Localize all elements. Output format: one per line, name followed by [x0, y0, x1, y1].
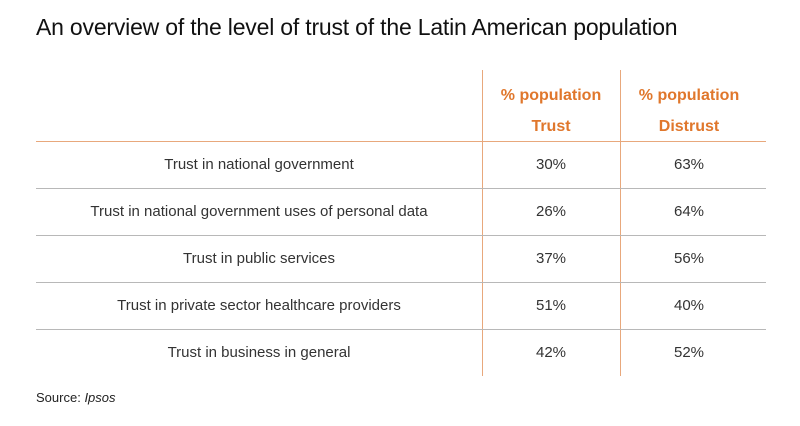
table-row: Trust in national government uses of per…: [36, 189, 766, 236]
row-label: Trust in national government: [164, 156, 354, 173]
header-trust: % population Trust: [482, 80, 620, 142]
source-name: Ipsos: [84, 390, 116, 405]
table-row: Trust in national government 30% 63%: [36, 142, 766, 189]
header-distrust-line2: Distrust: [658, 118, 720, 135]
row-label: Trust in business in general: [167, 344, 351, 361]
row-label: Trust in private sector healthcare provi…: [117, 297, 401, 314]
trust-value: 26%: [535, 203, 567, 220]
header-distrust-line1: % population: [638, 87, 740, 104]
table-row: Trust in private sector healthcare provi…: [36, 283, 766, 330]
source-prefix: Source:: [36, 390, 81, 405]
trust-value: 30%: [535, 156, 567, 173]
trust-value: 37%: [535, 250, 567, 267]
source-note: Source: Ipsos: [36, 390, 116, 405]
header-trust-line2: Trust: [531, 118, 571, 135]
distrust-value: 64%: [673, 203, 705, 220]
distrust-value: 63%: [673, 156, 705, 173]
header-trust-line1: % population: [500, 87, 602, 104]
table-row: Trust in business in general 42% 52%: [36, 330, 766, 376]
column-divider-trust: [482, 70, 483, 376]
row-label: Trust in national government uses of per…: [90, 203, 428, 220]
row-label: Trust in public services: [183, 250, 335, 267]
column-divider-distrust: [620, 70, 621, 376]
table-row: Trust in public services 37% 56%: [36, 236, 766, 283]
table-header: % population Trust % population Distrust: [36, 70, 766, 142]
distrust-value: 52%: [673, 344, 705, 361]
chart-title: An overview of the level of trust of the…: [36, 14, 678, 40]
distrust-value: 40%: [673, 297, 705, 314]
trust-value: 51%: [535, 297, 567, 314]
distrust-value: 56%: [673, 250, 705, 267]
trust-table: % population Trust % population Distrust…: [36, 70, 766, 376]
trust-value: 42%: [535, 344, 567, 361]
header-distrust: % population Distrust: [620, 80, 758, 142]
